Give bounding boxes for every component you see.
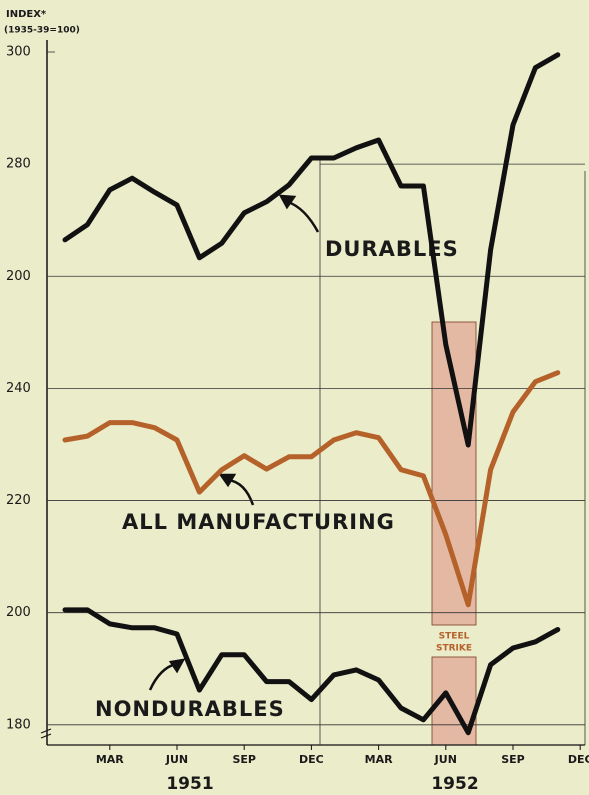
axis-break [40,728,52,739]
x-tick-label: DEC [568,753,589,766]
arrow [227,478,255,506]
y-axis-note: (1935-39=100) [4,26,80,36]
strike-shade [431,321,477,626]
x-tick-label: JUN [165,753,188,766]
x-tick-label: DEC [299,753,324,766]
x-tick-label: SEP [501,753,525,766]
series-label: NONDURABLES [95,697,285,721]
x-tick-label: JUN [434,753,457,766]
year-label: 1951 [166,774,213,794]
year-label: 1952 [431,774,478,794]
strike-label: STRIKE [436,644,472,654]
series-line [62,607,561,736]
arrow-head [168,658,186,674]
y-tick-label: 200 [6,605,31,620]
y-tick-label: 300 [6,45,31,60]
arrow-head [218,473,237,488]
y-tick-label: 200 [6,269,31,284]
y-axis-label: INDEX* [6,9,47,20]
series-line [62,370,561,608]
x-tick-label: MAR [96,753,124,766]
y-tick-label: 240 [6,381,31,396]
arrow [287,200,320,233]
arrows [148,194,320,691]
y-tick-label: 220 [6,493,31,508]
strike-label: STEEL [439,632,470,642]
arrow-head [278,194,297,210]
arrow [148,662,177,691]
y-tick-label: 280 [6,157,31,172]
x-tick-label: MAR [365,753,393,766]
series-label: DURABLES [325,237,459,261]
series-label: ALL MANUFACTURING [122,510,395,534]
x-tick-label: SEP [232,753,256,766]
series-line [62,52,561,448]
y-tick-label: 180 [6,717,31,732]
